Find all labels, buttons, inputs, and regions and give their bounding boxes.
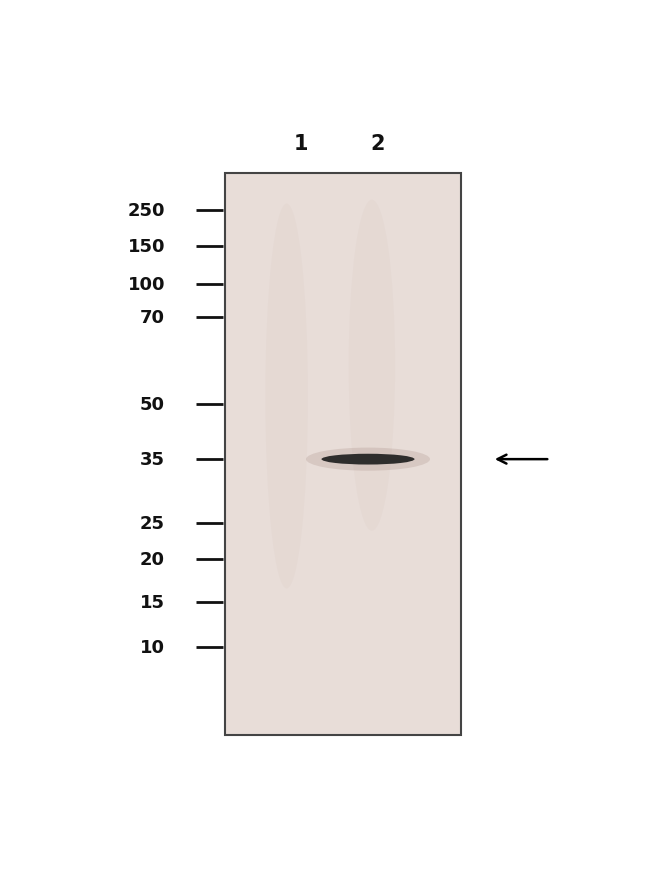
Text: 10: 10 xyxy=(140,639,165,656)
Text: 150: 150 xyxy=(127,237,165,255)
Text: 100: 100 xyxy=(127,275,165,293)
Text: 2: 2 xyxy=(370,135,385,155)
Text: 25: 25 xyxy=(140,514,165,533)
Text: 15: 15 xyxy=(140,594,165,612)
Ellipse shape xyxy=(322,454,415,465)
Text: 20: 20 xyxy=(140,551,165,568)
Bar xyxy=(225,174,461,735)
Text: 250: 250 xyxy=(127,202,165,219)
Ellipse shape xyxy=(265,204,308,589)
Bar xyxy=(225,174,461,735)
Ellipse shape xyxy=(348,201,395,531)
Ellipse shape xyxy=(306,448,430,471)
Text: 1: 1 xyxy=(293,135,308,155)
Text: 50: 50 xyxy=(140,395,165,414)
Text: 70: 70 xyxy=(140,309,165,327)
Text: 35: 35 xyxy=(140,451,165,468)
